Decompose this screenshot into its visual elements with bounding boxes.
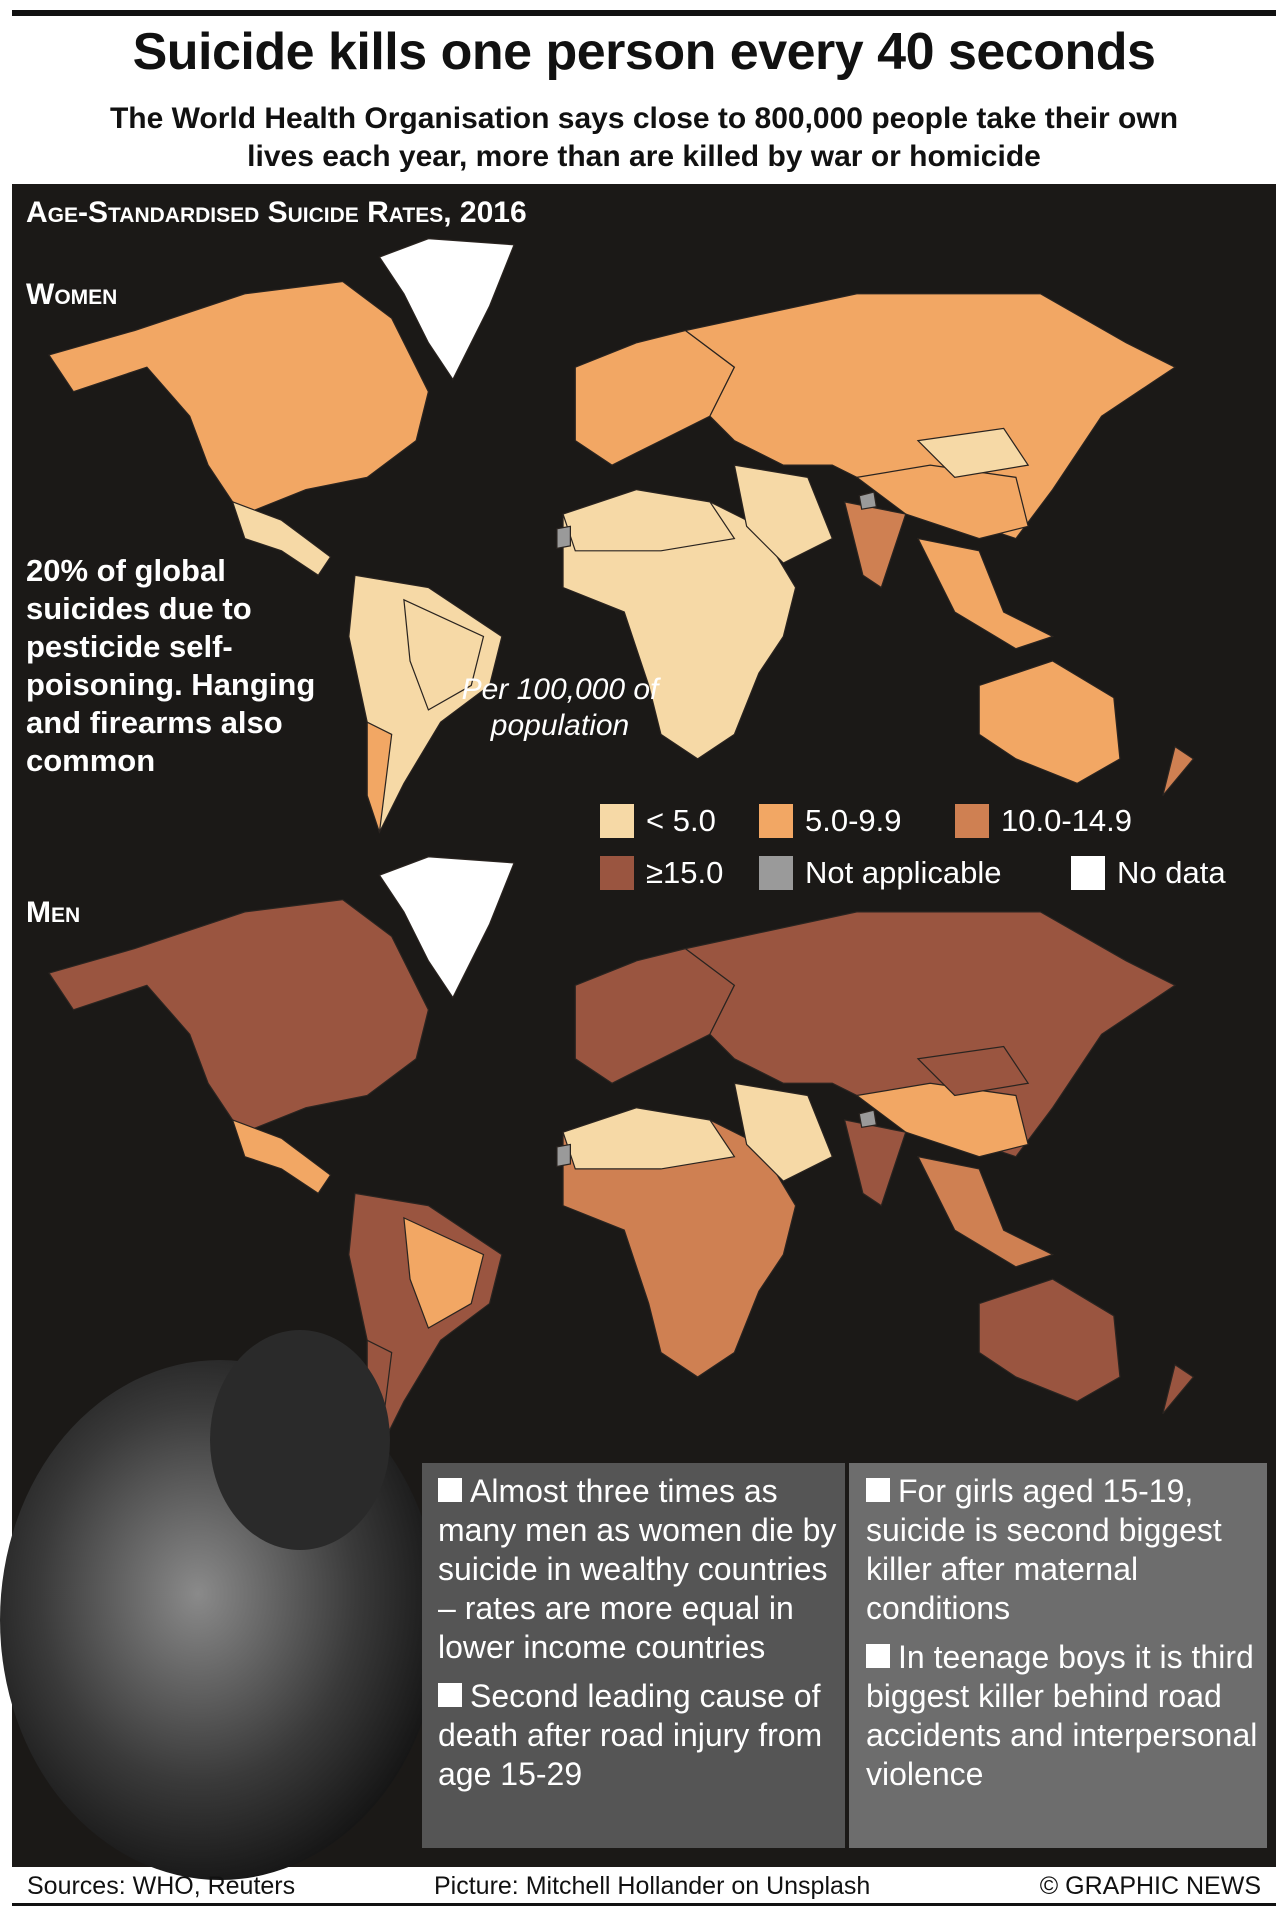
region [978, 1278, 1121, 1403]
fact-box-right [849, 1463, 1267, 1848]
legend-item: < 5.0 [600, 803, 716, 839]
region [843, 501, 907, 589]
legend-label: No data [1117, 855, 1226, 890]
bullet [866, 1478, 890, 1502]
fact-text: Second leading cause of death after road… [438, 1678, 823, 1792]
region [858, 491, 878, 510]
title: Suicide kills one person every 40 second… [132, 23, 1156, 81]
bullet [866, 1644, 890, 1668]
region [562, 488, 797, 760]
region [231, 500, 332, 577]
region [562, 488, 736, 552]
region [403, 1216, 485, 1329]
map-label: Women [26, 278, 118, 311]
fact-text: In teenage boys it is third biggest kill… [866, 1639, 1258, 1792]
region [916, 427, 1030, 479]
fact: Almost three times as many men as women … [438, 1472, 838, 1667]
maps [47, 238, 1195, 1453]
legend-swatch [955, 804, 989, 838]
world-map [47, 238, 1195, 834]
region [47, 899, 430, 1133]
legend-label: Not applicable [805, 855, 1002, 890]
region [378, 238, 515, 381]
legend-item: No data [1071, 855, 1226, 891]
subtitle: The World Health Organisation says close… [109, 102, 1179, 173]
region [403, 598, 485, 711]
region [858, 1109, 878, 1129]
section-title: Age-Standardised Suicide Rates, 2016 [26, 196, 527, 229]
legend-item: ≥15.0 [600, 855, 723, 891]
region [366, 721, 393, 833]
region [562, 1107, 797, 1378]
top-rule [12, 10, 1276, 16]
map-label: Men [26, 896, 81, 929]
fact: Second leading cause of death after road… [438, 1677, 838, 1794]
region [916, 1155, 1055, 1268]
region [562, 1107, 736, 1170]
picture-credit: Picture: Mitchell Hollander on Unsplash [434, 1872, 871, 1900]
region [733, 464, 834, 564]
legend-item: 10.0-14.9 [955, 803, 1132, 839]
sources: Sources: WHO, Reuters [27, 1872, 296, 1900]
legend-swatch [759, 804, 793, 838]
legend-swatch [600, 856, 634, 890]
region [556, 1143, 571, 1168]
region [843, 1119, 907, 1207]
region [978, 660, 1121, 785]
facts-left: Almost three times as many men as women … [438, 1472, 838, 1804]
photo-head [210, 1330, 390, 1550]
bullet [438, 1478, 462, 1502]
fact: In teenage boys it is third biggest kill… [866, 1638, 1262, 1794]
fact-text: Almost three times as many men as women … [438, 1473, 837, 1665]
legend-swatch [600, 804, 634, 838]
region [231, 1118, 332, 1195]
region [733, 1082, 834, 1182]
legend-label: 10.0-14.9 [1001, 803, 1132, 838]
facts-right: For girls aged 15-19, suicide is second … [866, 1472, 1262, 1804]
legend-label: 5.0-9.9 [805, 803, 902, 838]
legend-item: Not applicable [759, 855, 1001, 891]
fact: For girls aged 15-19, suicide is second … [866, 1472, 1262, 1628]
region [47, 280, 430, 515]
region [1162, 1363, 1195, 1415]
legend-label: < 5.0 [646, 803, 716, 838]
unit-label: Per 100,000 of population [461, 673, 659, 742]
note: 20% of global suicides due to pesticide … [26, 553, 316, 778]
legend-item: 5.0-9.9 [759, 803, 902, 839]
legend-swatch [759, 856, 793, 890]
region [556, 525, 571, 550]
region [916, 1045, 1030, 1097]
region [916, 537, 1055, 650]
fact-text: For girls aged 15-19, suicide is second … [866, 1473, 1222, 1626]
legend-swatch [1071, 856, 1105, 890]
region [378, 856, 515, 999]
credit: © GRAPHIC NEWS [1039, 1872, 1261, 1900]
region [1162, 745, 1195, 796]
fact-box-left [422, 1463, 845, 1848]
bullet [438, 1683, 462, 1707]
bottom-rule [12, 1903, 1276, 1906]
world-map [47, 856, 1195, 1453]
legend-label: ≥15.0 [646, 855, 724, 890]
